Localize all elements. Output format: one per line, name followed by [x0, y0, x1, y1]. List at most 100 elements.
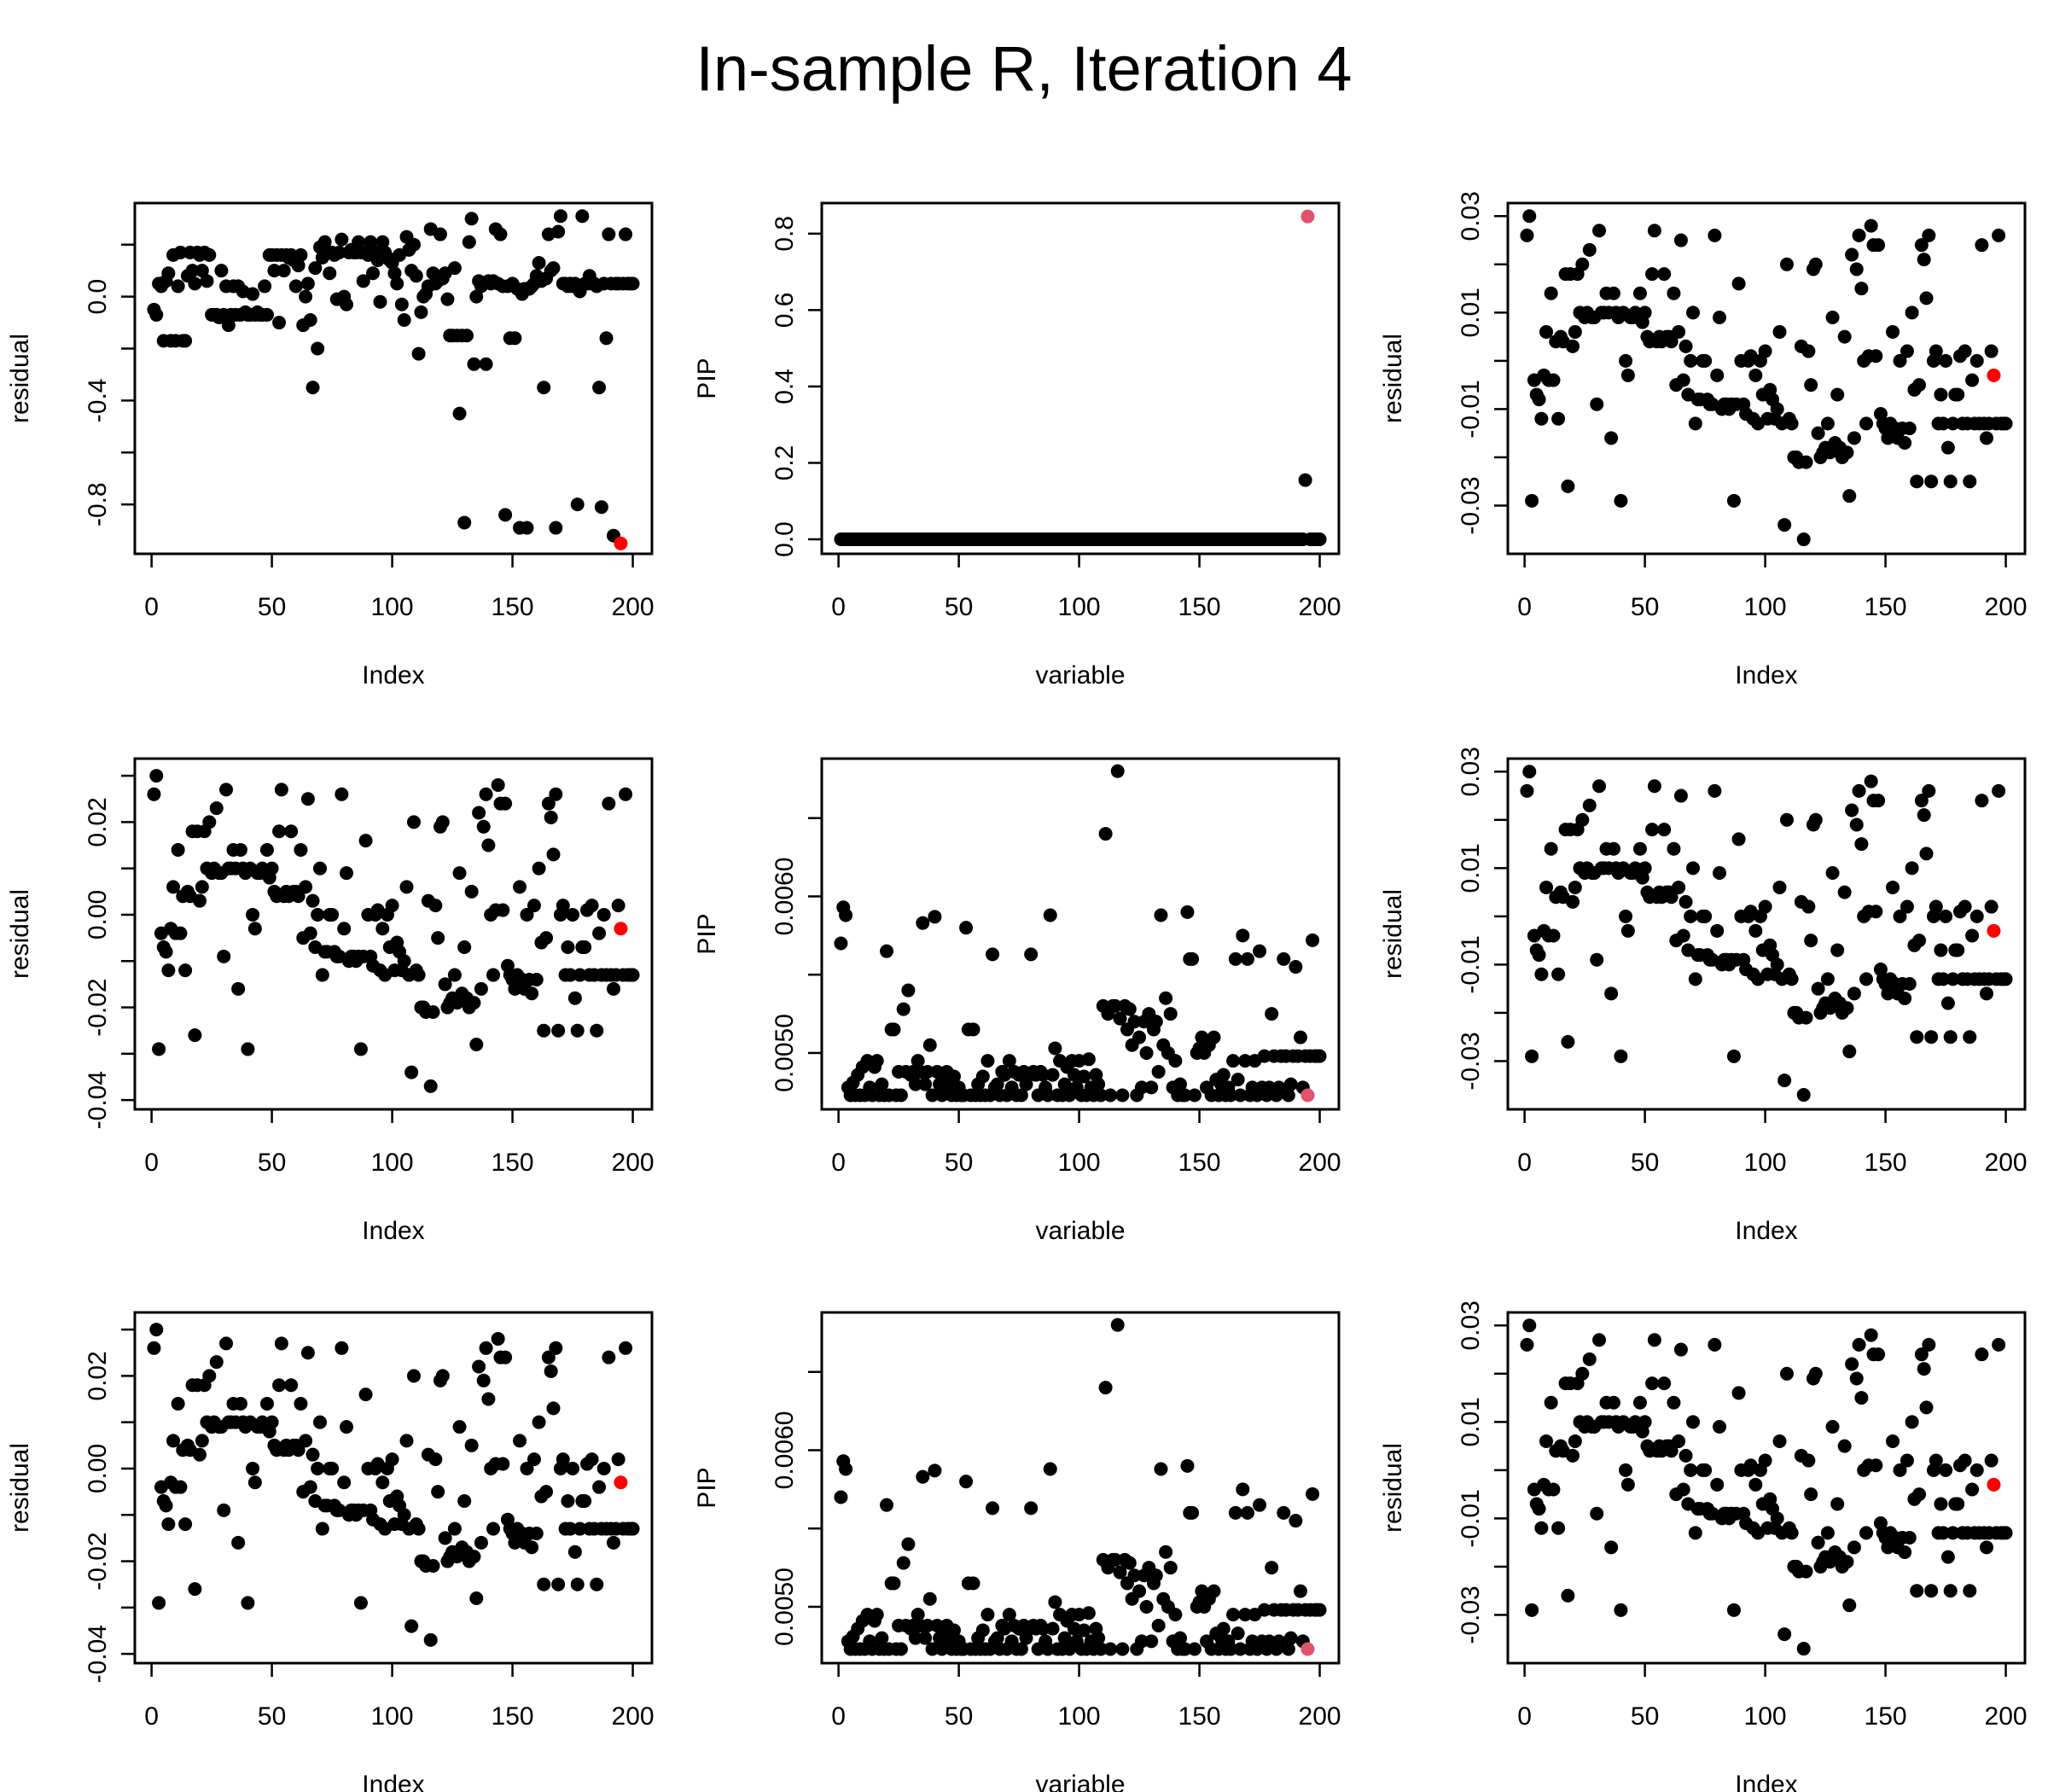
data-point [171, 279, 185, 294]
data-point [1679, 1448, 1693, 1463]
x-tick-label: 200 [612, 593, 655, 621]
data-point [479, 787, 493, 801]
data-point [959, 921, 974, 935]
y-tick-label: -0.8 [84, 482, 112, 527]
data-point [990, 1077, 1004, 1091]
data-point [1091, 1077, 1106, 1091]
data-point [980, 1054, 995, 1068]
data-point [922, 1038, 937, 1052]
data-point [1590, 397, 1604, 411]
data-point [1900, 344, 1914, 358]
data-point [920, 1064, 934, 1079]
data-point [1525, 1049, 1539, 1063]
data-point [433, 227, 447, 241]
data-point [592, 926, 607, 940]
data-point [1108, 1552, 1122, 1567]
data-point [1664, 335, 1679, 349]
data-point [265, 861, 279, 876]
data-point [438, 1531, 452, 1545]
data-point [1522, 1318, 1537, 1333]
data-point [397, 313, 411, 327]
data-point [259, 307, 274, 322]
data-point [1103, 1088, 1118, 1103]
data-point [1187, 1642, 1201, 1656]
data-point [1845, 247, 1859, 262]
x-tick-label: 0 [831, 1149, 846, 1177]
data-point [1645, 267, 1660, 282]
data-point [918, 1631, 933, 1645]
data-point [537, 1023, 551, 1038]
data-point [1684, 909, 1698, 923]
panel-2: 0 50 100 150 200 0.0 0.2 0.4 0.6 0.8 variable PIP [693, 201, 1341, 689]
data-point [1951, 943, 1965, 957]
data-point [590, 1577, 604, 1591]
data-point [1871, 238, 1886, 253]
data-point [578, 940, 592, 954]
data-point [1551, 1521, 1566, 1535]
data-point [474, 1535, 488, 1550]
data-point [570, 497, 585, 512]
y-tick-label: -0.04 [84, 1625, 112, 1683]
x-tick-label: 150 [1178, 1702, 1221, 1731]
data-point [1902, 1531, 1917, 1545]
data-point [590, 1023, 604, 1038]
data-point [513, 880, 527, 894]
data-point [1713, 310, 1727, 324]
data-point [1532, 948, 1546, 963]
data-point [1898, 1545, 1912, 1559]
data-point [1886, 880, 1900, 894]
data-point [1115, 1642, 1130, 1656]
data-point [619, 1341, 633, 1355]
data-point [1173, 1631, 1188, 1645]
data-point [1840, 445, 1854, 460]
data-point [1238, 1608, 1253, 1622]
data-point [358, 834, 373, 848]
data-point [1999, 416, 2013, 431]
data-point [1293, 1584, 1307, 1598]
data-point [1178, 1088, 1192, 1103]
y-tick-label: 0.01 [1457, 288, 1485, 337]
data-point [1922, 783, 1936, 798]
data-point [1679, 339, 1693, 353]
data-point [592, 1480, 607, 1494]
data-point [1667, 841, 1681, 856]
data-point [147, 787, 161, 801]
data-point [467, 357, 481, 371]
data-point [1965, 373, 1980, 387]
data-point [272, 316, 287, 330]
data-point [1312, 1603, 1327, 1617]
data-point [1289, 960, 1303, 975]
x-tick-label: 50 [258, 593, 286, 621]
data-point [1672, 880, 1686, 894]
data-point [1881, 431, 1895, 445]
data-point [303, 313, 317, 327]
data-point [1539, 1434, 1554, 1448]
x-tick-label: 0 [144, 1149, 159, 1177]
data-point [578, 1493, 592, 1508]
data-point [457, 515, 472, 530]
data-point [464, 884, 479, 899]
data-point [406, 815, 421, 829]
data-point [513, 1434, 527, 1448]
data-point [592, 381, 607, 395]
data-point [1664, 1444, 1679, 1458]
data-point [498, 1350, 513, 1364]
data-point [1568, 324, 1582, 339]
data-point [1864, 774, 1878, 788]
data-point [1168, 1054, 1183, 1068]
data-point [1228, 1505, 1242, 1520]
plot-frame [820, 201, 1341, 556]
data-point [202, 815, 217, 829]
data-point [1808, 257, 1823, 271]
data-point [1951, 1497, 1965, 1511]
data-point [340, 297, 354, 311]
data-point [149, 769, 164, 783]
data-point [1799, 455, 1813, 469]
data-point [149, 1323, 164, 1337]
data-point [1943, 1030, 1958, 1044]
data-point [1726, 493, 1741, 508]
data-point [1228, 951, 1242, 966]
panel-5: 0 50 100 150 200 0.0050 0.0060 variable PIP [693, 757, 1341, 1245]
data-point [1847, 986, 1861, 1001]
data-point [1708, 783, 1722, 798]
